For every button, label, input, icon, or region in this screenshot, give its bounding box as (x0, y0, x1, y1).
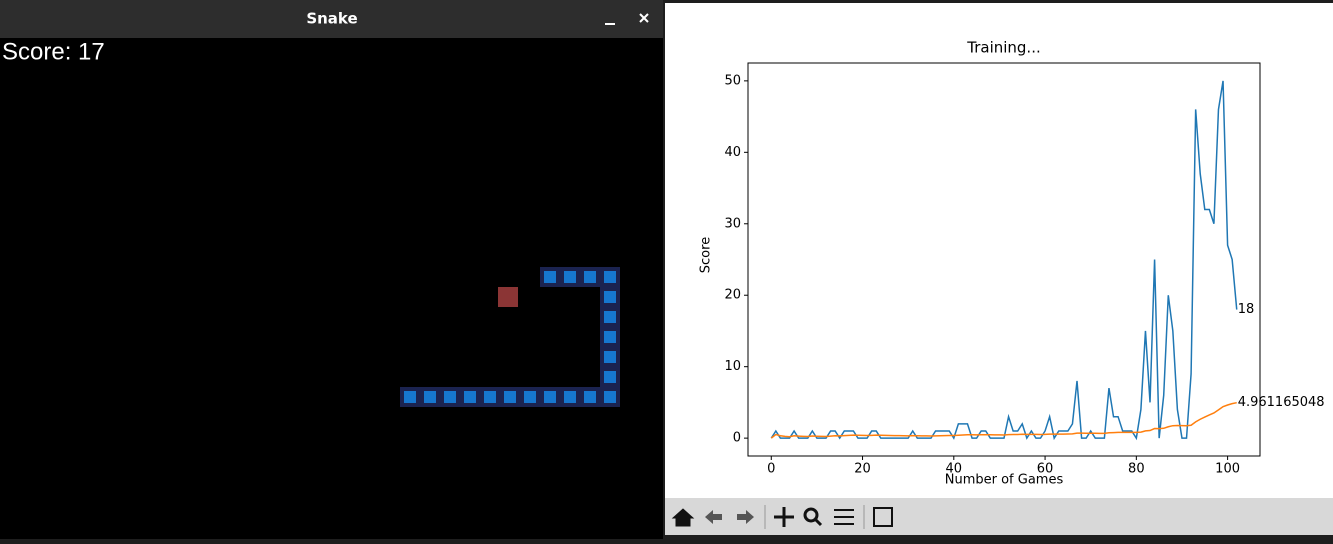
annotation: 4.961165048 (1238, 395, 1325, 410)
x-tick-label: 100 (1215, 462, 1240, 477)
annotation: 18 (1238, 302, 1255, 317)
snake-segment-core (564, 391, 576, 403)
x-tick-label: 60 (1037, 462, 1054, 477)
snake-segment-core (584, 391, 596, 403)
back-button[interactable] (705, 510, 722, 524)
snake-segment-core (544, 271, 556, 283)
x-tick-label: 0 (767, 462, 775, 477)
pan-button[interactable] (774, 507, 794, 527)
snake-segment-core (564, 271, 576, 283)
chart-title: Training... (966, 39, 1041, 57)
x-axis-label: Number of Games (945, 473, 1064, 488)
snake-segment-core (604, 271, 616, 283)
toolbar-icons (671, 505, 893, 529)
title-bar (0, 0, 663, 38)
snake-segment-core (604, 371, 616, 383)
plot: Training... Number of Games Score 0 20 40 6… (699, 39, 1325, 488)
forward-button[interactable] (737, 510, 754, 524)
snake-segment-core (544, 391, 556, 403)
configure-button[interactable] (834, 509, 854, 525)
y-tick-label: 40 (724, 145, 741, 160)
snake-segment-core (604, 351, 616, 363)
axes-frame (747, 62, 1261, 457)
snake-segment-core (424, 391, 436, 403)
x-tick-label: 80 (1128, 462, 1145, 477)
y-axis-label: Score (699, 237, 714, 273)
close-button[interactable] (639, 13, 649, 23)
x-tick-label: 40 (946, 462, 963, 477)
x-tick-label: 20 (854, 462, 871, 477)
snake-segment-core (604, 391, 616, 403)
snake-segment-core (584, 271, 596, 283)
zoom-button[interactable] (803, 507, 823, 527)
snake-segment-core (484, 391, 496, 403)
snake-segment-core (604, 291, 616, 303)
snake-segment-core (464, 391, 476, 403)
y-tick-label: 30 (724, 216, 741, 231)
window-title: Snake (306, 10, 357, 28)
figure (665, 3, 1333, 498)
snake-segment-core (604, 331, 616, 343)
snake-segment-core (604, 311, 616, 323)
y-tick-label: 10 (724, 359, 741, 374)
food (498, 287, 518, 307)
y-tick-label: 0 (733, 431, 741, 446)
snake-segment-core (404, 391, 416, 403)
y-tick-label: 20 (724, 288, 741, 303)
game-area (0, 38, 663, 539)
snake-segment-core (504, 391, 516, 403)
save-button[interactable] (873, 507, 893, 527)
score-text: Score: 17 (2, 38, 105, 65)
snake-segment-core (524, 391, 536, 403)
y-tick-label: 50 (724, 73, 741, 88)
snake-segment-core (444, 391, 456, 403)
home-button[interactable] (671, 508, 695, 527)
series-line (770, 401, 1237, 439)
series-line (770, 80, 1238, 441)
snake (400, 267, 620, 407)
